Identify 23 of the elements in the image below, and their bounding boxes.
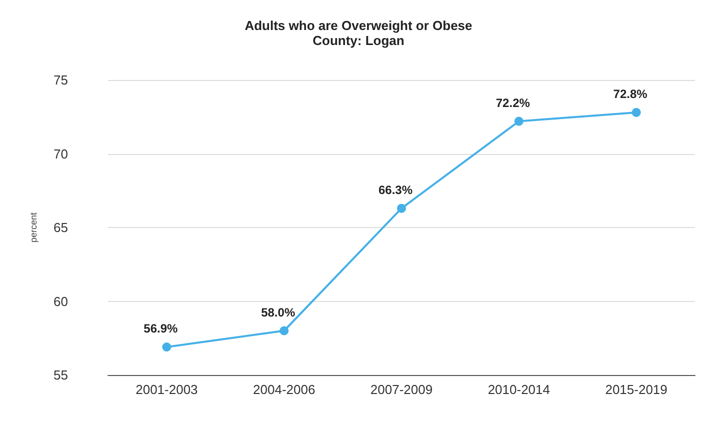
point xyxy=(514,116,524,126)
x-tick-label: 2007-2009 xyxy=(370,382,433,397)
x-tick-label: 2015-2019 xyxy=(605,382,668,397)
data-label: 56.9% xyxy=(144,321,178,336)
y-tick-label: 65 xyxy=(54,220,68,235)
data-label: 72.2% xyxy=(496,96,530,110)
y-tick-label: 60 xyxy=(54,294,68,309)
x-tick-label: 2004-2006 xyxy=(253,382,316,397)
y-tick-label: 75 xyxy=(54,72,68,88)
chart-subtitle: County: Logan xyxy=(312,33,404,48)
data-label: 58.0% xyxy=(261,305,296,320)
point xyxy=(162,342,172,352)
x-tick-label: 2010-2014 xyxy=(488,382,550,397)
y-tick-label: 55 xyxy=(54,368,68,382)
point xyxy=(397,204,406,213)
y-axis-title: percent xyxy=(28,212,38,243)
data-label: 66.3% xyxy=(378,182,413,197)
point xyxy=(632,108,641,117)
point xyxy=(280,326,289,336)
chart-title: Adults who are Overweight or Obese xyxy=(244,18,472,33)
y-tick-label: 70 xyxy=(54,146,68,162)
data-label: 72.8% xyxy=(613,86,648,101)
x-tick-label: 2001-2003 xyxy=(136,382,198,397)
